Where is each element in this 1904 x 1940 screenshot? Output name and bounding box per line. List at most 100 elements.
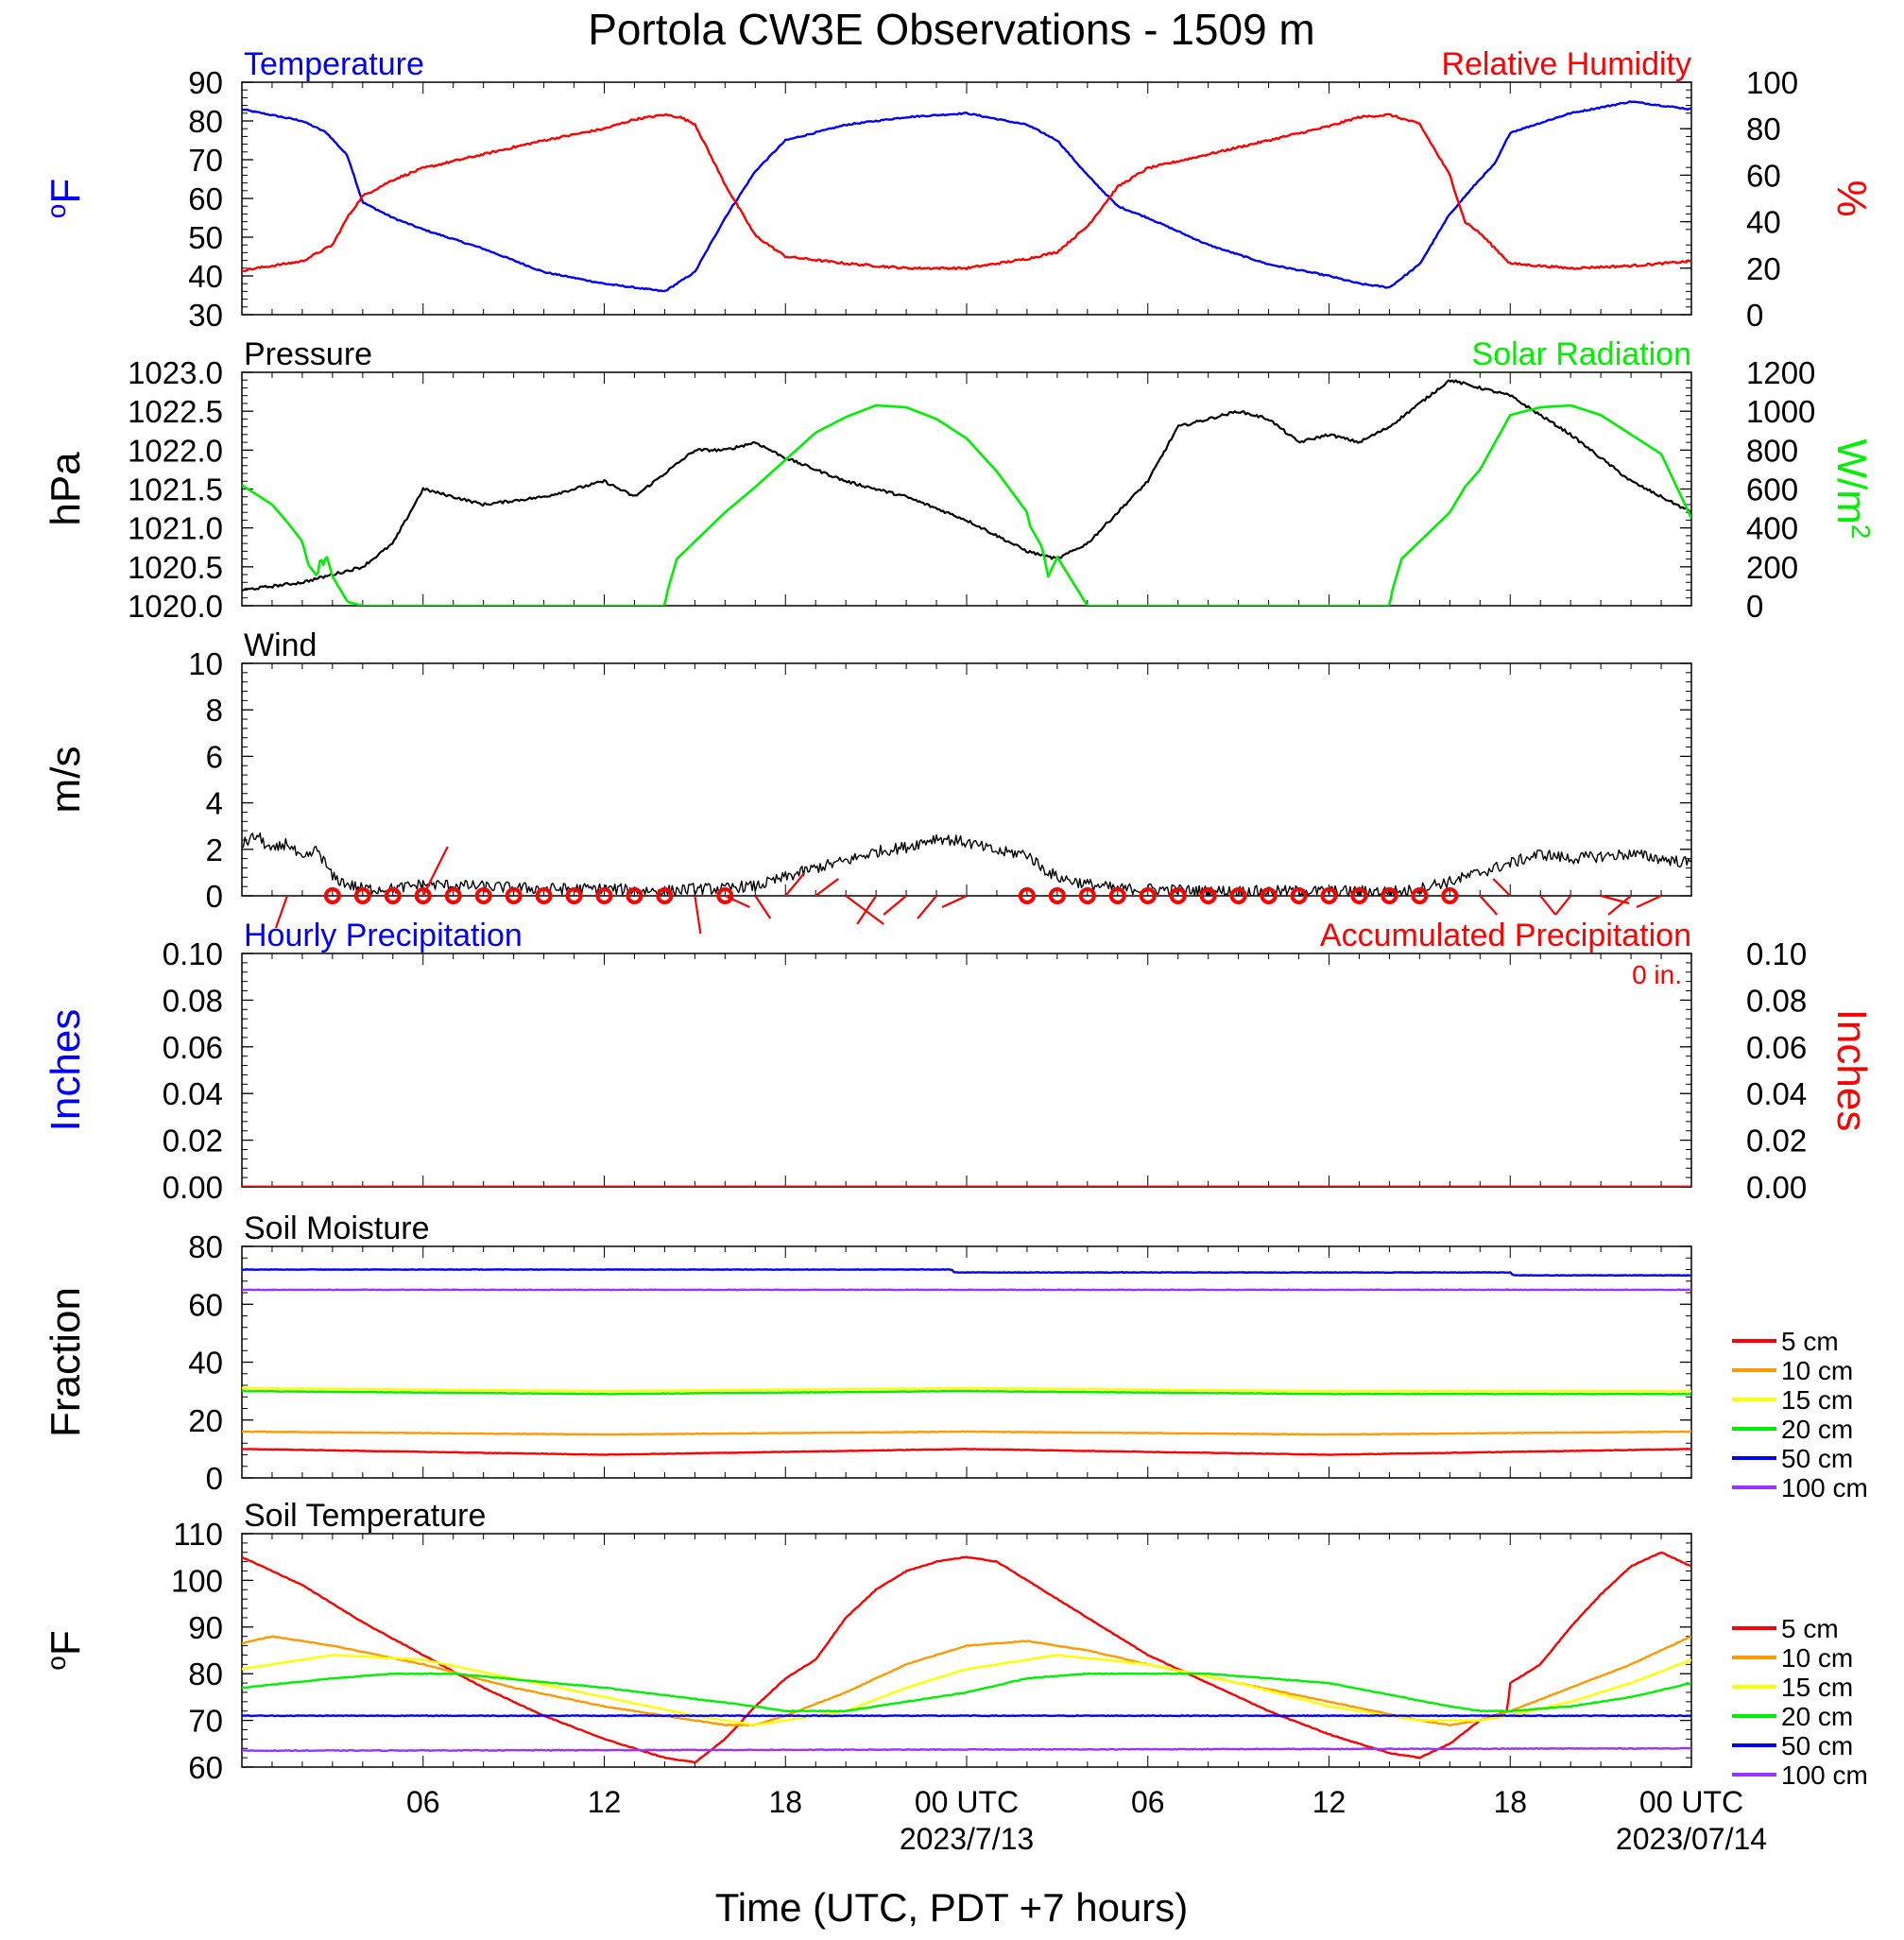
panel-frame [241, 1245, 1692, 1479]
wind-barb [815, 878, 839, 897]
wind-barb [1479, 895, 1499, 916]
wind-barb-calm-marker [1411, 887, 1429, 904]
y-tick-label: 6 [206, 739, 223, 774]
wind-barb-calm-marker [1350, 887, 1368, 904]
wind-barb-calm-marker [595, 887, 613, 904]
wind-barb-calm-marker [565, 887, 583, 904]
series-group [242, 379, 1691, 606]
y2-tick-label: 40 [1746, 205, 1781, 240]
wind-barb-calm-marker [1260, 887, 1278, 904]
wind-barb [917, 895, 937, 919]
wind-barb-calm-marker [1290, 887, 1308, 904]
wind-barb [845, 895, 884, 925]
series-group [242, 833, 1691, 896]
wind-barb-calm-marker [505, 887, 523, 904]
y-tick-label: 0.08 [163, 983, 223, 1018]
wind-barb-calm-marker [1139, 887, 1157, 904]
series-line-wind-speed [242, 833, 1691, 896]
wind-barb [1539, 895, 1557, 916]
panel-title-left: Pressure [244, 336, 372, 372]
wind-barb-calm-marker [474, 887, 492, 904]
x-tick-label: 00 UTC [1639, 1785, 1743, 1819]
wind-barb-calm-marker [384, 887, 402, 904]
series-line-100-cm [242, 1746, 1691, 1753]
panel-frame [241, 81, 1692, 316]
wind-barb-calm-marker [353, 887, 371, 904]
series-line-100-cm [242, 1288, 1691, 1292]
y2-tick-label: 0.10 [1746, 936, 1807, 971]
y-tick-label: 0 [206, 1461, 223, 1496]
y-axis-label: m/s [43, 747, 89, 814]
y-tick-label: 80 [188, 1229, 223, 1264]
y-tick-label: 1020.0 [128, 589, 223, 624]
y-tick-label: 1023.0 [128, 355, 223, 390]
panel-frame [241, 371, 1692, 607]
legend-label: 5 cm [1781, 1327, 1839, 1356]
series-line-50-cm [242, 1714, 1691, 1718]
wind-barb [754, 895, 772, 919]
y-tick-label: 90 [188, 1610, 223, 1645]
y-tick-label: 40 [188, 259, 223, 294]
y-tick-label: 60 [188, 1750, 223, 1785]
series-group [242, 1268, 1691, 1456]
wind-barb [421, 846, 449, 897]
wind-barb-calm-marker [1048, 887, 1066, 904]
y-tick-label: 0.02 [163, 1124, 223, 1159]
legend-label: 50 cm [1781, 1731, 1853, 1760]
series-line-relative-humidity [242, 112, 1691, 273]
y2-tick-label: 80 [1746, 112, 1781, 146]
wind-barb [724, 895, 750, 908]
y2-tick-label: 100 [1746, 65, 1798, 100]
series-line-10-cm [242, 1635, 1691, 1727]
wind-barb-calm-marker [1108, 887, 1126, 904]
x-tick-label: 06 [406, 1785, 440, 1819]
y2-axis-label: % [1828, 180, 1875, 216]
y-tick-label: 70 [188, 1704, 223, 1739]
y2-tick-label: 400 [1746, 511, 1798, 546]
x-tick-label: 12 [1312, 1785, 1347, 1819]
y2-axis-label: W/m2 [1828, 439, 1877, 540]
legend-label: 10 cm [1781, 1643, 1853, 1673]
y-tick-label: 110 [173, 1517, 223, 1552]
panel-title-left: Hourly Precipitation [244, 918, 523, 953]
y-tick-label: 2 [206, 833, 223, 867]
y-tick-label: 40 [188, 1346, 223, 1381]
wind-barb [1492, 878, 1512, 897]
y2-tick-label: 600 [1746, 472, 1798, 507]
series-line-20-cm [242, 1389, 1691, 1396]
panel-title-left: Soil Temperature [244, 1498, 486, 1534]
y-tick-label: 80 [188, 104, 223, 139]
legend-label: 100 cm [1781, 1760, 1868, 1790]
date-label: 2023/07/14 [1616, 1822, 1767, 1856]
wind-barb-calm-marker [1199, 887, 1217, 904]
series-group [242, 1552, 1691, 1764]
series-group [242, 100, 1691, 293]
panel-frame [241, 1533, 1692, 1768]
y-tick-label: 1020.5 [128, 550, 223, 585]
panel-frame [241, 953, 1692, 1188]
y-tick-label: 1022.0 [128, 433, 223, 468]
wind-barb-calm-marker [1381, 887, 1398, 904]
figure-title: Portola CW3E Observations - 1509 m [588, 5, 1315, 54]
y2-tick-label: 0.02 [1746, 1124, 1807, 1159]
legend-label: 20 cm [1781, 1702, 1853, 1731]
y2-tick-label: 0 [1746, 298, 1763, 333]
wind-barb-calm-marker [444, 887, 462, 904]
wind-barb-calm-marker [1229, 887, 1247, 904]
y2-tick-label: 0.00 [1746, 1170, 1807, 1205]
legend-label: 10 cm [1781, 1356, 1853, 1385]
y-tick-label: 20 [188, 1403, 223, 1438]
y-tick-label: 1021.0 [128, 511, 223, 546]
y2-tick-label: 0.06 [1746, 1030, 1807, 1065]
y2-tick-label: 20 [1746, 251, 1781, 286]
wind-barb-calm-marker [323, 887, 341, 904]
y2-tick-label: 0.08 [1746, 983, 1807, 1018]
y-tick-label: 80 [188, 1657, 223, 1691]
y2-tick-label: 1000 [1746, 394, 1815, 429]
y2-tick-label: 800 [1746, 433, 1798, 468]
series-line-temperature [242, 100, 1691, 293]
series-line-10-cm [242, 1430, 1691, 1436]
y-tick-label: 8 [206, 693, 223, 728]
